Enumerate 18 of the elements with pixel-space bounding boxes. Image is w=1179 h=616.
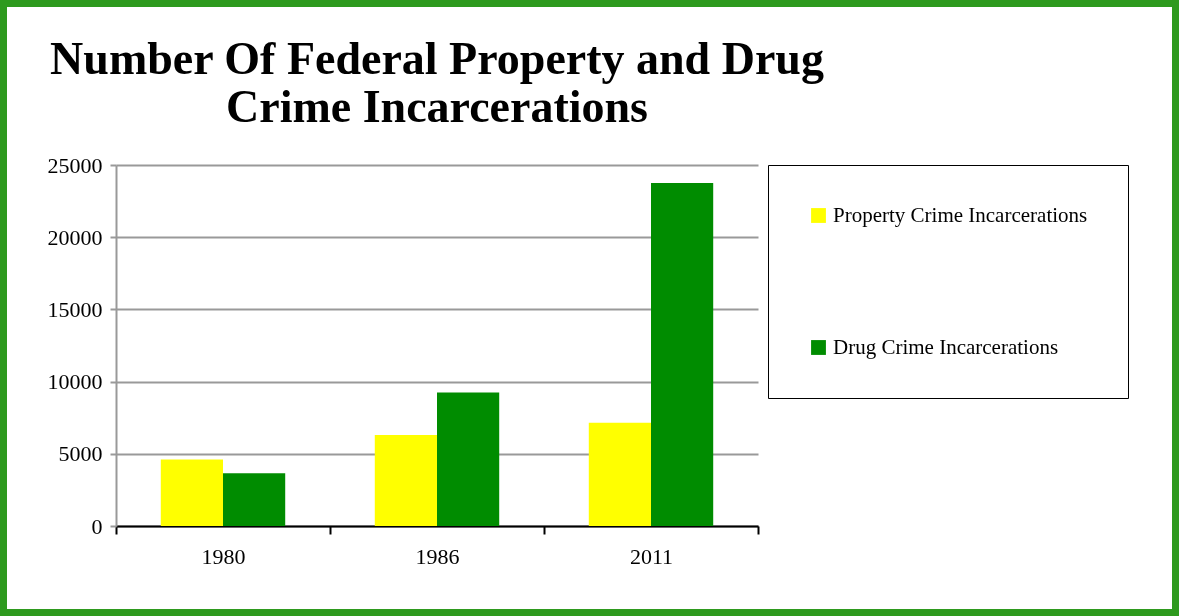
bar xyxy=(160,459,223,526)
y-tick-label: 15000 xyxy=(47,296,103,322)
y-tick-label: 5000 xyxy=(58,441,103,467)
chart-title: Number Of Federal Property and Drug Crime Incarcerations xyxy=(50,33,824,132)
bar xyxy=(374,435,437,526)
bar xyxy=(651,183,714,526)
x-tick-label: 1986 xyxy=(415,543,460,569)
x-tick-label: 1980 xyxy=(201,543,246,569)
x-tick-label: 2011 xyxy=(629,543,674,569)
bar xyxy=(437,392,500,526)
y-tick-label: 0 xyxy=(91,513,103,539)
legend-label: Property Crime Incarcerations xyxy=(833,202,1088,227)
y-tick-label: 25000 xyxy=(47,152,103,178)
y-tick-label: 20000 xyxy=(47,224,103,250)
bar xyxy=(223,473,286,526)
bar xyxy=(588,422,651,526)
y-tick-label: 10000 xyxy=(47,369,103,395)
legend-label: Drug Crime Incarcerations xyxy=(833,334,1059,359)
